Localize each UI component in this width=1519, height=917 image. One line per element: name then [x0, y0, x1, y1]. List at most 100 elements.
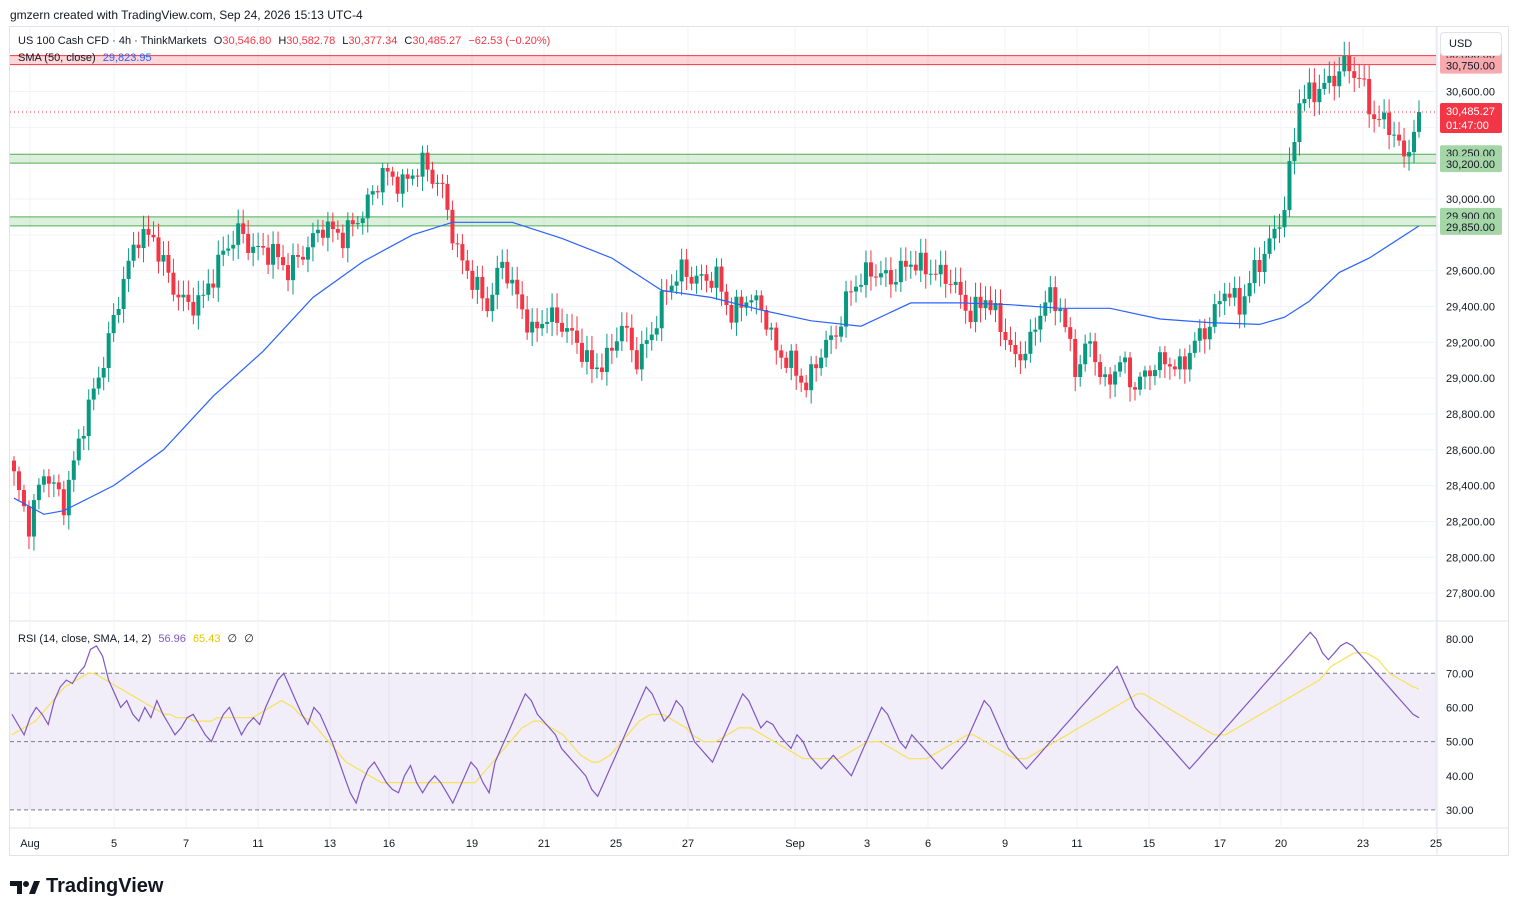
candle: [325, 212, 330, 252]
rsi-tick-label: 80.00: [1446, 634, 1474, 646]
candle: [1217, 290, 1222, 318]
time-tick-label: 20: [1275, 838, 1287, 850]
candle: [1222, 282, 1227, 316]
candle-body: [325, 221, 330, 238]
candle: [196, 280, 201, 330]
candle-body: [246, 233, 251, 253]
sma-legend[interactable]: SMA (50, close) 29,823.95: [18, 52, 156, 64]
last-price-label: 30,485.27: [1446, 106, 1495, 118]
candle: [1162, 345, 1167, 378]
candle: [400, 168, 405, 208]
candle: [913, 250, 918, 276]
candle-body: [759, 295, 764, 310]
candle: [420, 145, 425, 191]
candle: [764, 305, 769, 336]
candle-body: [839, 326, 844, 337]
candle: [41, 469, 46, 493]
candle: [515, 266, 520, 309]
candle: [555, 293, 560, 336]
candle: [71, 451, 76, 493]
candle-body: [739, 296, 744, 308]
candle-body: [1262, 253, 1267, 273]
candle-body: [560, 322, 565, 332]
tradingview-logo[interactable]: TradingView: [10, 875, 163, 898]
candle: [624, 312, 629, 342]
rsi-tick-label: 40.00: [1446, 771, 1474, 783]
candle-body: [1093, 341, 1098, 363]
candle-body: [136, 244, 141, 249]
candle-body: [1023, 353, 1028, 361]
candle-body: [913, 264, 918, 271]
candle: [1003, 318, 1008, 351]
candle-body: [500, 261, 505, 268]
candle: [81, 426, 86, 451]
candle: [146, 215, 151, 247]
candle: [490, 282, 495, 322]
candle-body: [106, 333, 111, 369]
candle-body: [943, 264, 948, 284]
candle: [440, 174, 445, 199]
candle-body: [231, 244, 236, 249]
candle: [1247, 270, 1252, 303]
candle: [769, 322, 774, 341]
candle: [829, 325, 834, 355]
time-tick-label: Sep: [785, 838, 805, 850]
candle: [589, 335, 594, 384]
candle-body: [545, 321, 550, 324]
candle: [1013, 331, 1018, 368]
candle-body: [669, 285, 674, 292]
candle: [594, 353, 599, 379]
candle: [1282, 196, 1287, 238]
candle-body: [609, 347, 614, 351]
candle-body: [1197, 328, 1202, 341]
candle: [739, 290, 744, 322]
candle-body: [211, 283, 216, 288]
candle-body: [928, 273, 933, 275]
candle: [883, 257, 888, 287]
countdown-label: 01:47:00: [1446, 120, 1489, 132]
candle: [1043, 290, 1048, 322]
candle-body: [286, 265, 291, 281]
rsi-band: [10, 673, 1436, 810]
candle: [286, 253, 291, 292]
candle-body: [819, 357, 824, 369]
candle-body: [56, 482, 61, 490]
currency-button[interactable]: USD: [1440, 32, 1502, 56]
candle-body: [589, 350, 594, 370]
candle-body: [734, 296, 739, 323]
sma-line: [13, 221, 1420, 515]
candle: [121, 266, 126, 323]
candle: [460, 234, 465, 275]
candle: [1417, 100, 1421, 138]
candle: [281, 244, 286, 271]
candle-body: [465, 260, 470, 271]
candle: [1157, 346, 1162, 379]
candle-body: [96, 377, 101, 389]
candle-body: [525, 309, 530, 333]
candle-body: [1357, 77, 1362, 79]
symbol-label[interactable]: US 100 Cash CFD · 4h · ThinkMarkets: [18, 35, 207, 47]
candle-body: [754, 295, 759, 301]
candle-body: [36, 484, 41, 501]
candle-body: [515, 279, 520, 295]
candle: [644, 327, 649, 359]
candle-body: [415, 175, 420, 177]
candle-body: [425, 152, 430, 170]
candle-body: [883, 270, 888, 274]
candle-body: [305, 247, 310, 260]
candle: [445, 174, 450, 220]
candle-body: [699, 274, 704, 276]
candle: [1177, 348, 1182, 380]
time-tick-label: 17: [1214, 838, 1226, 850]
candle-body: [350, 220, 355, 225]
candle: [305, 236, 310, 273]
candle-body: [141, 228, 146, 249]
candle-body: [460, 244, 465, 261]
candle-body: [1342, 56, 1347, 72]
candle: [854, 275, 859, 303]
rsi-legend[interactable]: RSI (14, close, SMA, 14, 2) 56.96 65.43 …: [18, 632, 258, 645]
support-label-bottom: 29,850.00: [1446, 222, 1495, 234]
candle: [933, 259, 938, 281]
candle: [1147, 365, 1152, 391]
